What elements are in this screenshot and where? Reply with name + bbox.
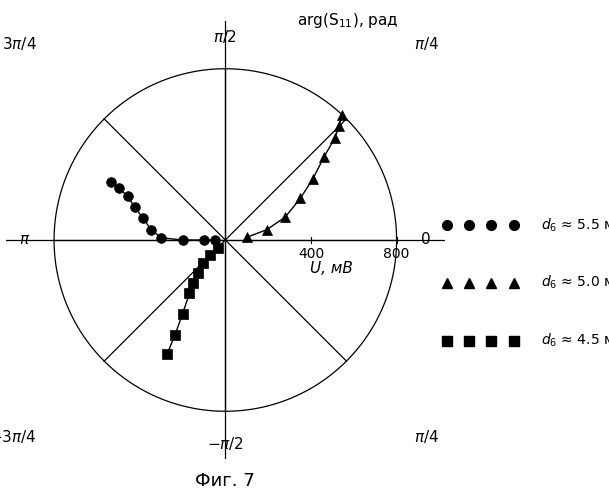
Text: $d_6$ ≈ 5.0 мм: $d_6$ ≈ 5.0 мм [541,274,609,291]
Text: $d_6$ ≈ 4.5 мм: $d_6$ ≈ 4.5 мм [541,332,609,349]
Text: 0: 0 [421,232,430,248]
Text: $\pi/4$: $\pi/4$ [414,428,439,446]
Text: $3\pi/4$: $3\pi/4$ [2,34,37,51]
Text: $\pi/4$: $\pi/4$ [414,34,439,51]
Text: 800: 800 [384,247,410,261]
Text: $-3\pi/4$: $-3\pi/4$ [0,428,37,446]
Text: $\pi$: $\pi$ [19,232,30,248]
Text: $-\pi/2$: $-\pi/2$ [207,436,244,452]
Text: 400: 400 [298,247,324,261]
Text: $\pi/2$: $\pi/2$ [213,28,238,44]
Text: $d_6$ ≈ 5.5 мм: $d_6$ ≈ 5.5 мм [541,216,609,234]
Text: Фиг. 7: Фиг. 7 [195,472,255,490]
Text: U, мВ: U, мВ [310,260,353,276]
Text: arg(S$_{11}$), рад: arg(S$_{11}$), рад [297,12,399,30]
